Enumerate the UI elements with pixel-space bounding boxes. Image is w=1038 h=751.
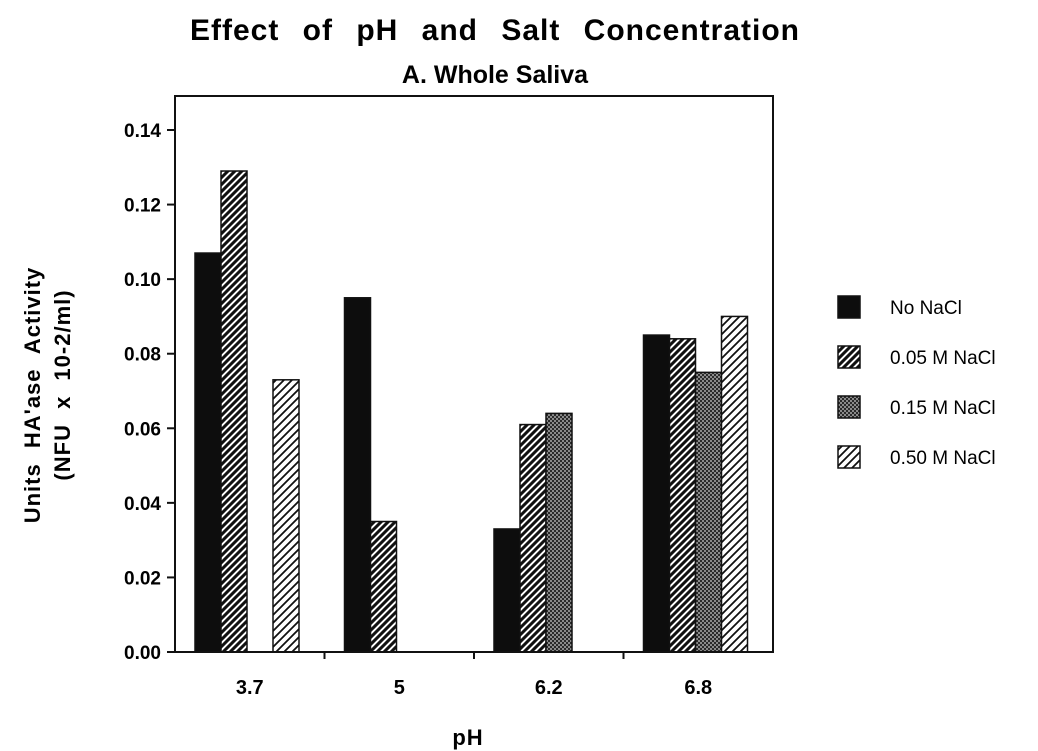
chart-title: Effect of pH and Salt Concentration <box>190 14 800 47</box>
bars-layer <box>194 170 749 653</box>
legend: No NaCl 0.05 M NaCl 0.15 M NaCl 0.50 M NaCl <box>837 295 996 469</box>
bar-hatch-dense-3.7 <box>220 170 248 653</box>
legend-label: 0.05 M NaCl <box>890 348 996 369</box>
legend-label: 0.15 M NaCl <box>890 398 996 419</box>
legend-swatch <box>837 345 861 369</box>
bar-solid-5 <box>343 297 372 653</box>
x-tick-label: 6.2 <box>535 677 563 699</box>
x-axis: 3.7 5 6.2 6.8 <box>236 652 712 699</box>
bar-solid-6.2 <box>493 528 521 653</box>
x-tick-label: 5 <box>394 677 405 699</box>
legend-label: No NaCl <box>890 298 962 319</box>
y-axis-title-line1: Units HA'ase Activity <box>20 267 45 524</box>
bar-hatch-light-6.8 <box>720 315 749 653</box>
bar-solid-6.8 <box>642 334 671 653</box>
x-tick-label: 3.7 <box>236 677 264 699</box>
bar-hatch-dense-5 <box>369 520 398 653</box>
bar-hatch-dense-6.8 <box>668 338 697 653</box>
legend-label: 0.50 M NaCl <box>890 448 996 469</box>
bar-hatch-light-3.7 <box>272 379 300 653</box>
legend-swatch <box>837 395 861 419</box>
bar-crosshatch-6.2 <box>545 412 573 653</box>
y-tick-label: 0.10 <box>124 270 161 291</box>
bar-solid-3.7 <box>194 252 222 653</box>
x-axis-title: pH <box>452 725 483 750</box>
y-axis-title-line2: (NFU x 10-2/ml) <box>50 289 75 480</box>
bar-hatch-dense-6.2 <box>519 423 547 653</box>
y-tick-label: 0.00 <box>124 643 161 664</box>
y-axis: 0.00 0.02 0.04 0.06 0.08 0.10 0.12 0.14 <box>124 121 175 664</box>
y-tick-label: 0.02 <box>124 568 161 589</box>
legend-swatch <box>837 445 861 469</box>
y-tick-label: 0.06 <box>124 419 161 440</box>
chart-subtitle: A. Whole Saliva <box>402 61 589 89</box>
y-tick-label: 0.14 <box>124 121 161 142</box>
y-tick-label: 0.08 <box>124 345 161 366</box>
y-tick-label: 0.04 <box>124 494 161 515</box>
bar-crosshatch-6.8 <box>694 371 723 653</box>
x-tick-label: 6.8 <box>684 677 712 699</box>
y-tick-label: 0.12 <box>124 196 161 217</box>
legend-swatch <box>837 295 861 319</box>
